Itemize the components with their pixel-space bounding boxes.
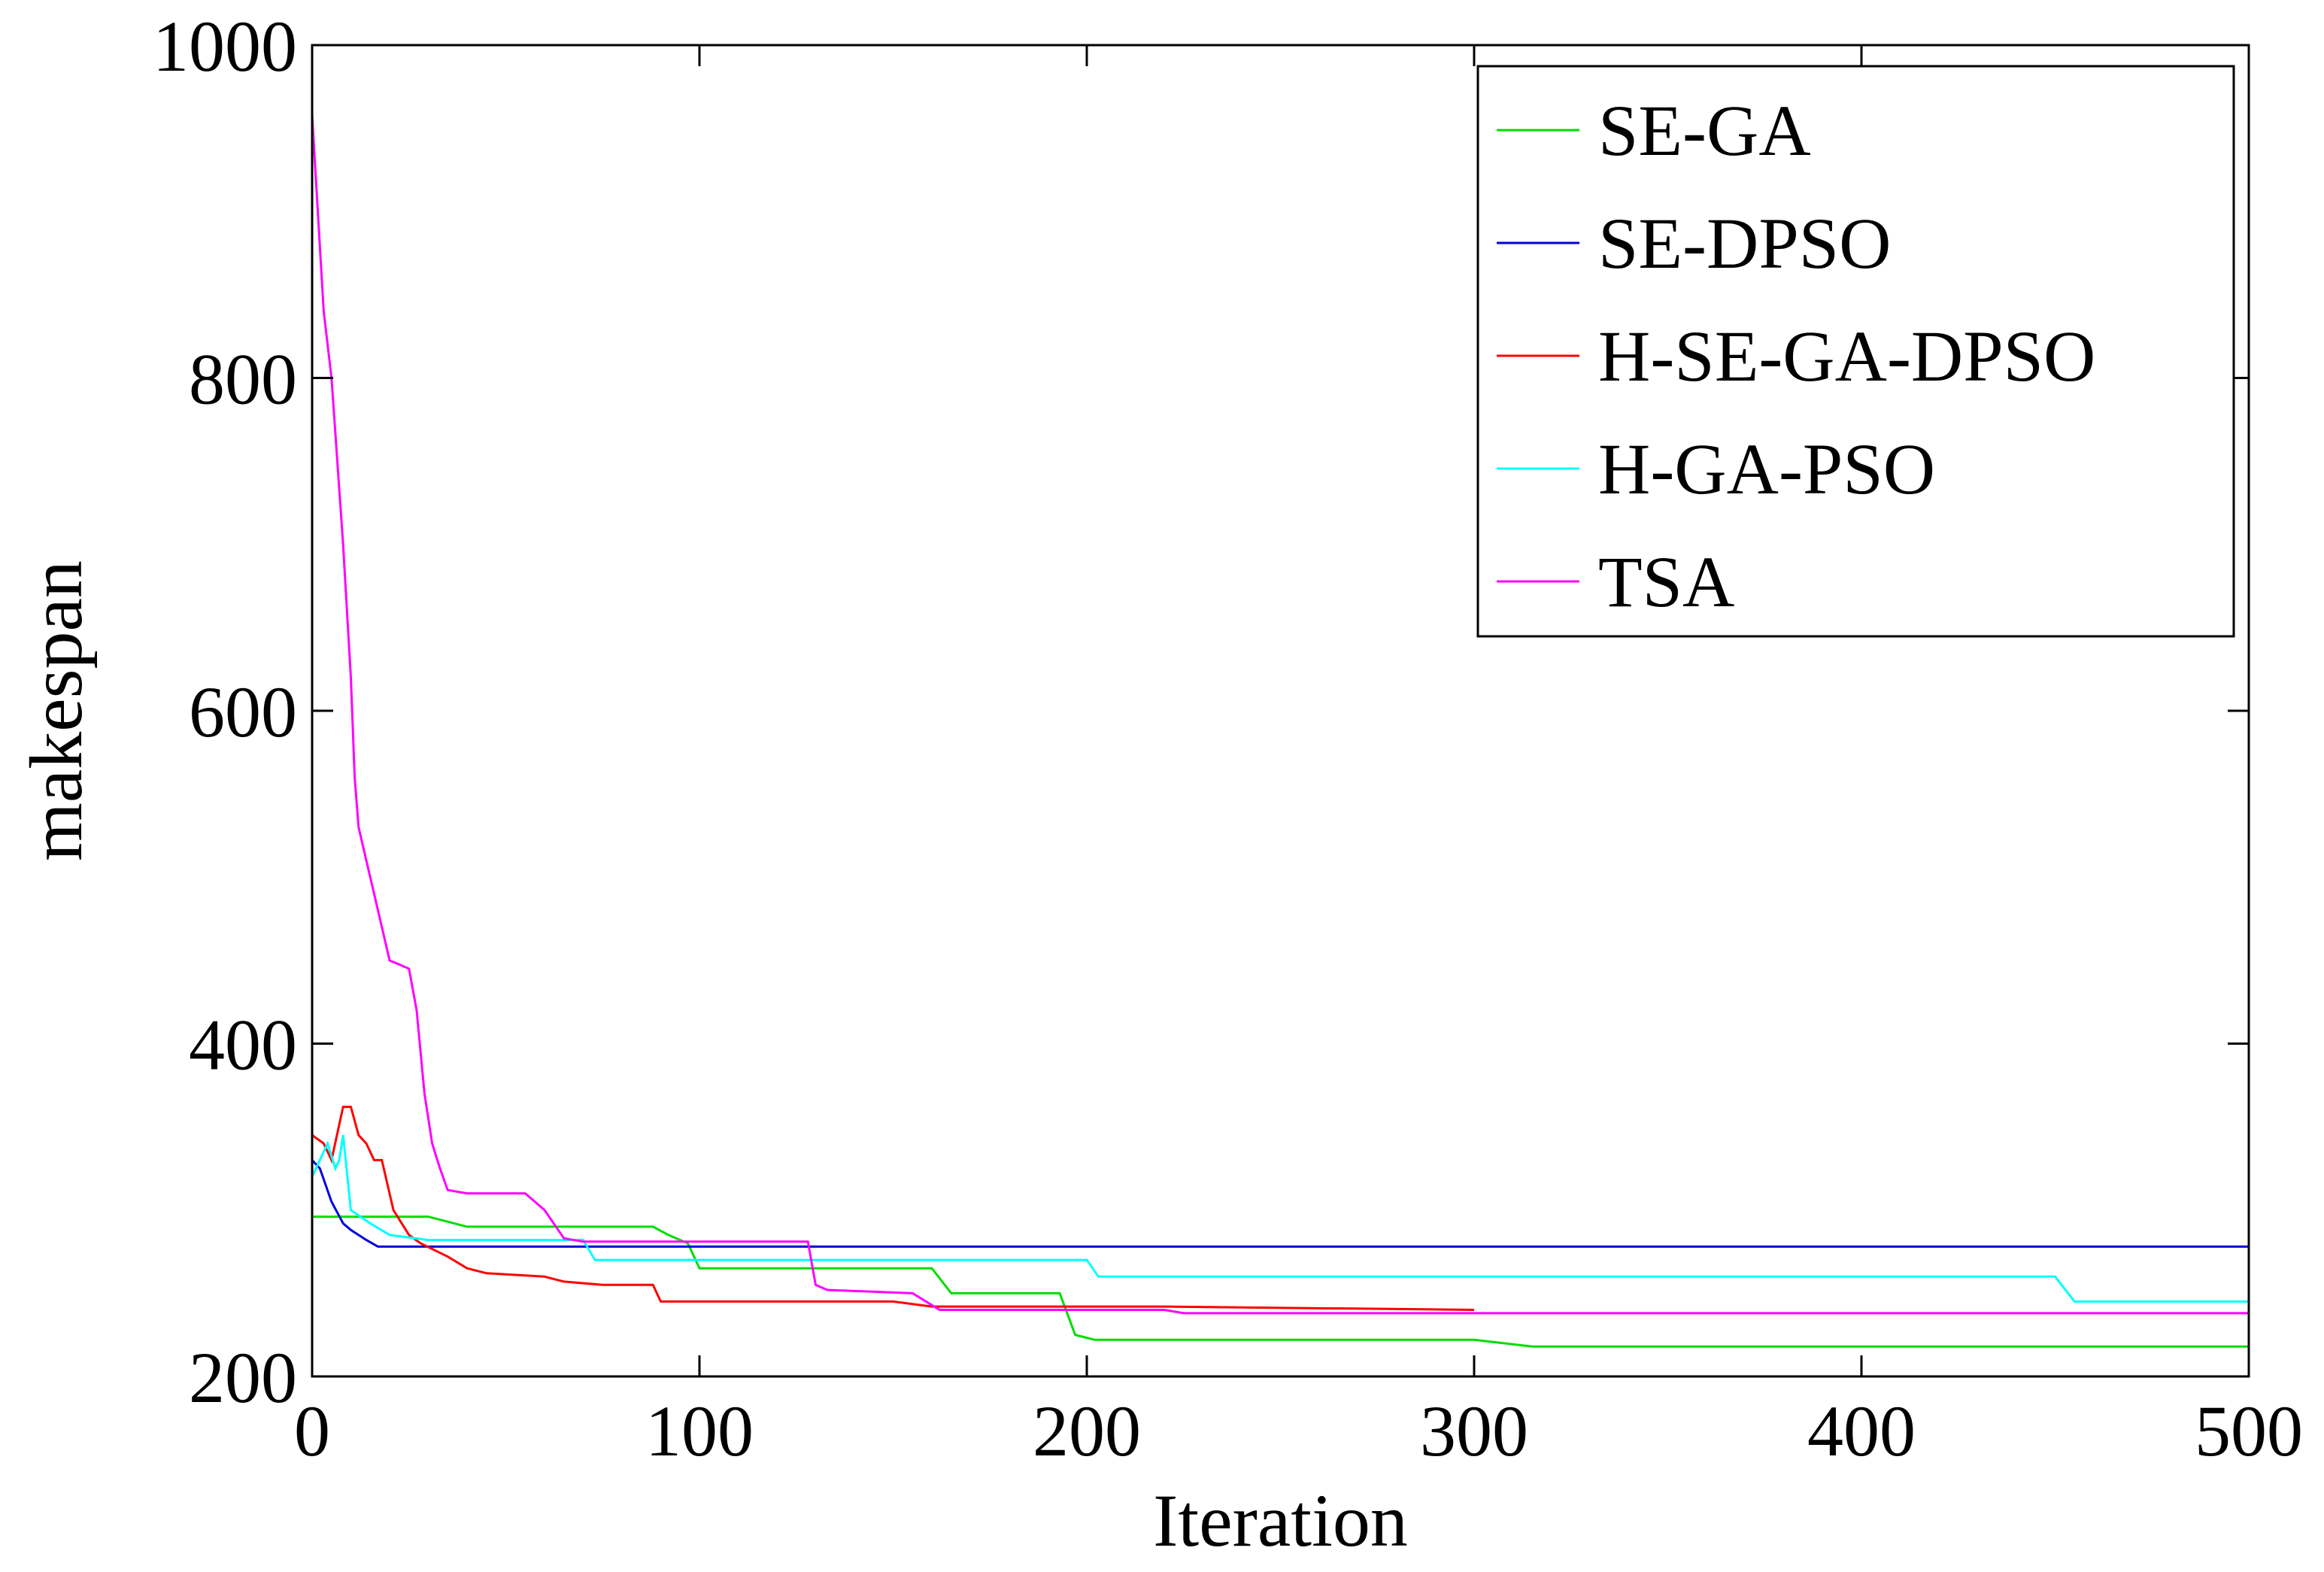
x-tick-label: 400 <box>1807 1391 1916 1471</box>
series-line-tsa <box>312 114 2249 1315</box>
series-layer <box>312 114 2249 1348</box>
legend-label-tsa: TSA <box>1598 542 1734 622</box>
x-tick-label: 100 <box>645 1391 754 1471</box>
legend-label-se-dpso: SE-DPSO <box>1598 203 1891 284</box>
series-line-se-dpso <box>312 1159 2249 1248</box>
y-tick-label: 400 <box>189 1005 297 1085</box>
y-tick-label: 1000 <box>153 6 297 86</box>
legend-label-h-ga-pso: H-GA-PSO <box>1598 429 1935 509</box>
x-axis-title: Iteration <box>1153 1479 1408 1562</box>
x-tick-label: 0 <box>294 1391 330 1471</box>
legend-label-se-ga: SE-GA <box>1598 90 1811 171</box>
series-line-h-se-ga-dpso <box>312 1106 1475 1311</box>
axes-layer: 0 100 200 300 400 500 200 400 600 800 1000 Iteratio… <box>14 6 2303 1562</box>
series-line-se-ga <box>312 1215 2249 1348</box>
x-tick-label: 300 <box>1420 1391 1528 1471</box>
y-tick-label: 600 <box>189 672 297 752</box>
series-line-h-ga-pso <box>312 1134 2249 1303</box>
legend: SE-GA SE-DPSO H-SE-GA-DPSO H-GA-PSO TSA <box>1476 65 2235 638</box>
y-tick-label: 800 <box>189 339 297 420</box>
x-tick-label: 500 <box>2195 1391 2303 1471</box>
legend-label-h-se-ga-dpso: H-SE-GA-DPSO <box>1598 316 2095 396</box>
y-tick-label: 200 <box>189 1337 297 1418</box>
x-tick-label: 200 <box>1033 1391 1141 1471</box>
legend-box <box>1476 65 2235 638</box>
y-axis-title: makespan <box>14 560 98 861</box>
